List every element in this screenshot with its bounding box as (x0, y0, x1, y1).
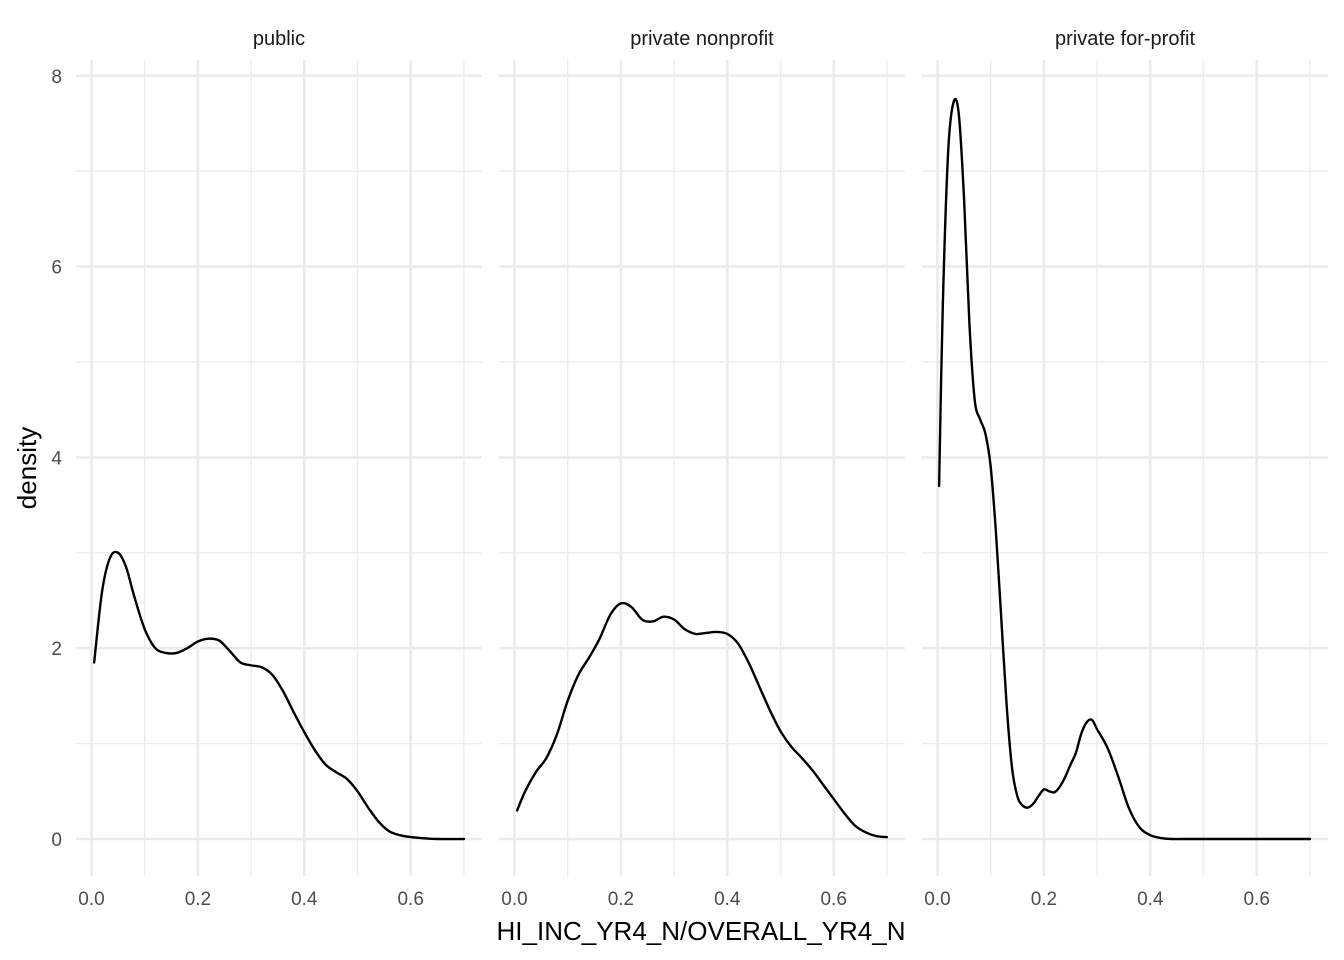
x-tick-label: 0.6 (820, 889, 846, 910)
panel-private-nonprofit: private nonprofit 0.0 0.2 0.4 0.6 (499, 28, 905, 910)
strip-label-private-for-profit: private for-profit (1055, 28, 1195, 50)
y-tick-label: 6 (51, 258, 62, 279)
density-line-public (92, 550, 466, 841)
x-tick-label: 0.2 (1031, 889, 1057, 910)
panel-public: public 0.0 0.2 0.4 0.6 (76, 28, 482, 910)
x-tick-label: 0.2 (608, 889, 634, 910)
y-tick-label: 0 (51, 830, 62, 851)
x-tick-label: 0.6 (397, 889, 423, 910)
y-tick-label: 4 (51, 448, 62, 469)
density-line-private-for-profit (937, 97, 1312, 841)
x-tick-label: 0.0 (501, 889, 527, 910)
x-tick-label: 0.4 (291, 889, 318, 910)
x-tick-label: 0.0 (924, 889, 950, 910)
x-tick-label: 0.2 (185, 889, 211, 910)
y-tick-label: 2 (51, 639, 62, 660)
strip-label-public: public (253, 28, 305, 50)
x-tick-label: 0.4 (1137, 889, 1164, 910)
x-tick-label: 0.4 (714, 889, 741, 910)
y-axis-title: density (12, 427, 42, 509)
x-axis-title: HI_INC_YR4_N/OVERALL_YR4_N (497, 916, 906, 946)
y-tick-label: 8 (51, 67, 62, 88)
panel-private-for-profit: private for-profit 0.0 0.2 0.4 0.6 (922, 28, 1328, 910)
density-line-private-nonprofit (515, 601, 889, 839)
y-axis-tick-labels: 0 2 4 6 8 (51, 67, 62, 851)
x-tick-label: 0.6 (1243, 889, 1269, 910)
strip-label-private-nonprofit: private nonprofit (630, 28, 774, 50)
x-tick-label: 0.0 (78, 889, 104, 910)
panels: public 0.0 0.2 0.4 0.6 private nonprofit 0.0 0.… (76, 28, 1328, 910)
